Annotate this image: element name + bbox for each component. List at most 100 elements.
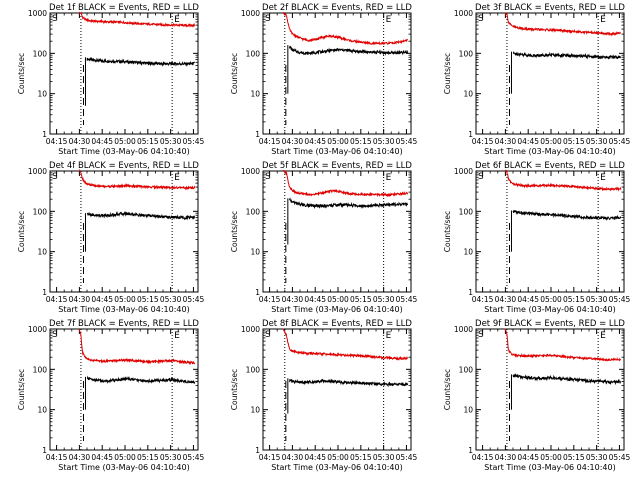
y-tick-label: 10 xyxy=(37,406,47,415)
y-tick-label: 1 xyxy=(42,288,47,297)
events-series-line xyxy=(512,51,622,60)
x-tick-label: 05:00 xyxy=(114,295,136,304)
y-axis-label: Counts/sec xyxy=(230,211,239,252)
plot-frame xyxy=(262,12,412,135)
x-axis-label: Start Time (03-May-06 04:10:40) xyxy=(484,147,615,156)
panel-title: Det 3f BLACK = Events, RED = LLD xyxy=(475,3,625,13)
lld-series-line xyxy=(504,12,621,37)
x-tick-label: 05:15 xyxy=(350,453,372,462)
y-axis-label: Counts/sec xyxy=(230,369,239,410)
y-tick-label: 1000 xyxy=(241,9,260,18)
panel-title: Det 1f BLACK = Events, RED = LLD xyxy=(49,3,199,13)
y-tick-label: 1000 xyxy=(454,167,473,176)
x-tick-label: 05:30 xyxy=(586,295,608,304)
x-tick-label: 05:30 xyxy=(586,453,608,462)
x-tick-label: 04:15 xyxy=(46,137,68,146)
x-tick-label: 05:45 xyxy=(396,295,418,304)
events-series-line xyxy=(86,375,196,385)
lld-series-line xyxy=(78,329,196,366)
marker-e-label: E xyxy=(600,15,606,25)
panel-title: Det 2f BLACK = Events, RED = LLD xyxy=(262,3,412,13)
y-axis-label: Counts/sec xyxy=(443,53,452,94)
y-tick-label: 100 xyxy=(246,49,261,58)
y-axis-label: Counts/sec xyxy=(443,369,452,410)
x-tick-label: 04:30 xyxy=(282,137,304,146)
events-series-line xyxy=(288,45,409,56)
plot-frame xyxy=(262,170,412,293)
events-series-line xyxy=(512,209,622,221)
y-tick-label: 100 xyxy=(459,207,474,216)
y-tick-label: 1000 xyxy=(28,9,47,18)
y-tick-label: 10 xyxy=(37,248,47,257)
x-tick-label: 05:45 xyxy=(396,453,418,462)
panel-title: Det 8f BLACK = Events, RED = LLD xyxy=(262,319,412,329)
panel-title: Det 7f BLACK = Events, RED = LLD xyxy=(49,319,199,329)
x-tick-label: 04:30 xyxy=(495,137,517,146)
x-tick-label: 04:45 xyxy=(517,137,539,146)
y-tick-label: 10 xyxy=(37,90,47,99)
lld-series-line xyxy=(78,11,196,28)
y-tick-label: 10 xyxy=(250,90,260,99)
marker-e-label: E xyxy=(386,173,392,183)
x-tick-label: 05:15 xyxy=(137,295,159,304)
y-tick-label: 100 xyxy=(33,207,48,216)
marker-e-label: E xyxy=(600,173,606,183)
x-tick-label: 04:30 xyxy=(282,295,304,304)
x-tick-label: 05:30 xyxy=(160,453,182,462)
marker-s-label: S xyxy=(265,14,271,24)
detector-panel-7: Det 7f BLACK = Events, RED = LLD 1 10 100 10… xyxy=(17,319,204,472)
y-tick-label: 1 xyxy=(255,446,260,455)
y-axis-label: Counts/sec xyxy=(17,53,26,94)
x-tick-label: 04:30 xyxy=(282,453,304,462)
marker-e-label: E xyxy=(386,15,392,25)
plot-frame xyxy=(49,328,199,451)
x-tick-label: 04:45 xyxy=(304,453,326,462)
x-tick-label: 04:45 xyxy=(517,295,539,304)
y-tick-label: 10 xyxy=(250,248,260,257)
y-axis-label: Counts/sec xyxy=(230,53,239,94)
x-tick-label: 04:15 xyxy=(472,453,494,462)
panel-title: Det 4f BLACK = Events, RED = LLD xyxy=(49,161,199,171)
x-axis-label: Start Time (03-May-06 04:10:40) xyxy=(271,463,402,472)
marker-s-label: S xyxy=(52,330,58,340)
y-tick-label: 100 xyxy=(33,365,48,374)
y-tick-label: 100 xyxy=(246,365,261,374)
y-tick-label: 10 xyxy=(463,90,473,99)
x-tick-label: 05:30 xyxy=(373,137,395,146)
lld-series-line xyxy=(504,169,622,192)
marker-s-label: S xyxy=(478,172,484,182)
y-axis-label: Counts/sec xyxy=(17,369,26,410)
events-series-line xyxy=(86,56,196,67)
events-series-line xyxy=(288,378,409,388)
y-axis-label: Counts/sec xyxy=(17,211,26,252)
x-tick-label: 05:00 xyxy=(114,137,136,146)
y-tick-label: 100 xyxy=(459,49,474,58)
plot-frame xyxy=(475,170,625,293)
plot-frame xyxy=(475,328,625,451)
detector-panel-2: Det 2f BLACK = Events, RED = LLD 1 10 100 10… xyxy=(230,3,417,156)
x-tick-label: 05:45 xyxy=(183,295,205,304)
x-axis-label: Start Time (03-May-06 04:10:40) xyxy=(271,147,402,156)
x-tick-label: 05:00 xyxy=(327,137,349,146)
marker-s-label: S xyxy=(265,330,271,340)
events-series-line xyxy=(512,373,622,386)
x-tick-label: 05:00 xyxy=(327,295,349,304)
marker-e-label: E xyxy=(174,173,180,183)
x-tick-label: 05:45 xyxy=(183,453,205,462)
y-tick-label: 10 xyxy=(250,406,260,415)
y-tick-label: 100 xyxy=(246,207,261,216)
marker-s-label: S xyxy=(52,14,58,24)
panel-title: Det 9f BLACK = Events, RED = LLD xyxy=(475,319,625,329)
y-tick-label: 1 xyxy=(42,446,47,455)
y-tick-label: 1000 xyxy=(28,325,47,334)
x-tick-label: 05:15 xyxy=(563,295,585,304)
plot-frame xyxy=(49,12,199,135)
x-tick-label: 05:15 xyxy=(137,137,159,146)
x-tick-label: 05:30 xyxy=(586,137,608,146)
x-tick-label: 05:45 xyxy=(183,137,205,146)
marker-s-label: S xyxy=(478,330,484,340)
x-tick-label: 05:30 xyxy=(373,295,395,304)
x-tick-label: 05:45 xyxy=(609,453,631,462)
plot-frame xyxy=(49,170,199,293)
x-tick-label: 04:45 xyxy=(91,137,113,146)
